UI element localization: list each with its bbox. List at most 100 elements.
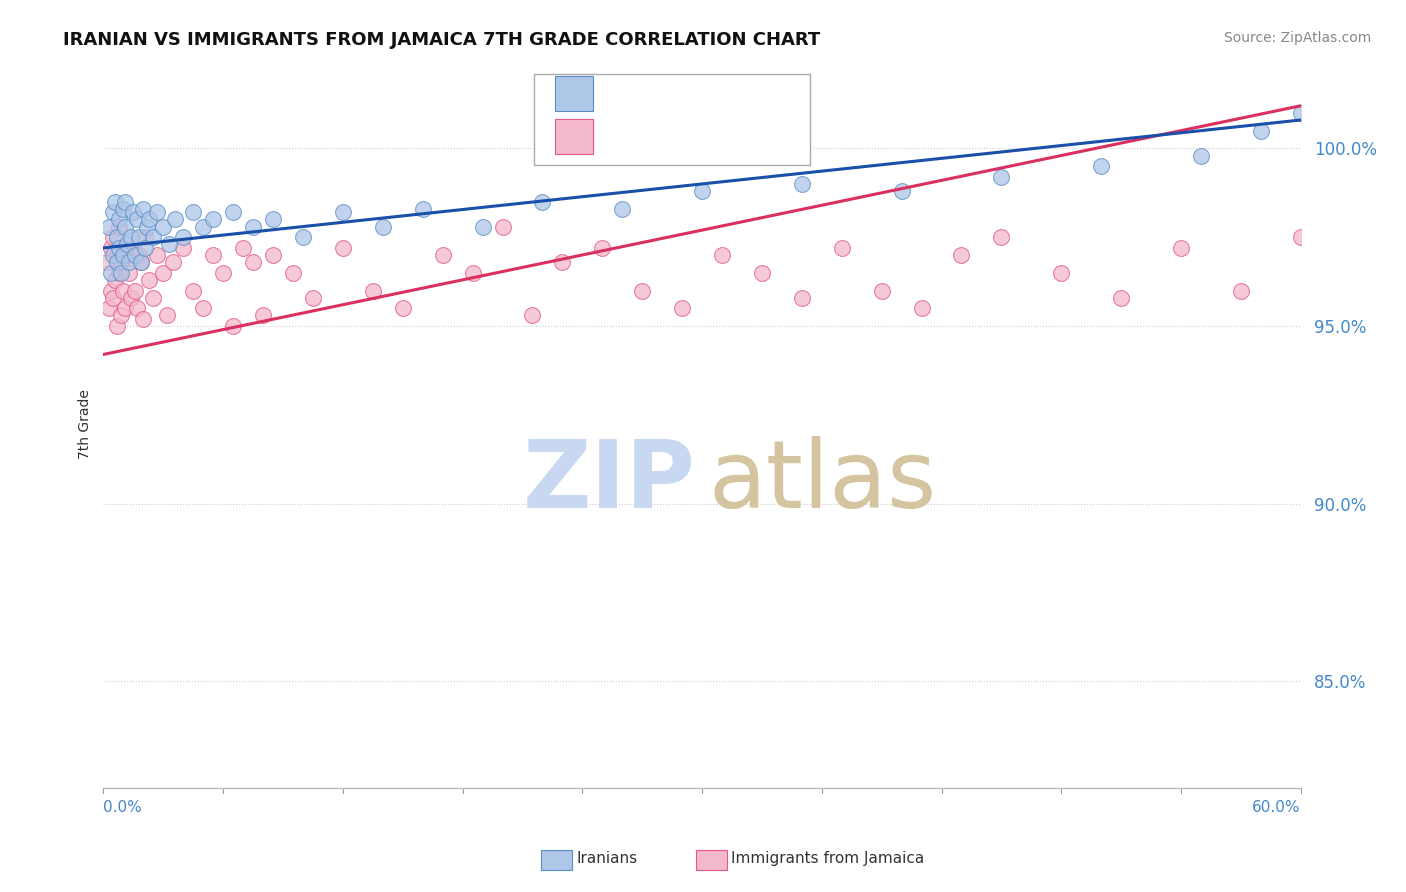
FancyBboxPatch shape bbox=[534, 74, 810, 165]
Point bbox=[831, 241, 853, 255]
Point bbox=[491, 219, 513, 234]
Point bbox=[103, 205, 125, 219]
Point bbox=[114, 194, 136, 209]
FancyBboxPatch shape bbox=[555, 77, 593, 112]
Point bbox=[105, 319, 128, 334]
Point bbox=[112, 202, 135, 216]
Point bbox=[98, 219, 121, 234]
Point bbox=[146, 248, 169, 262]
Point bbox=[172, 230, 194, 244]
Point bbox=[1090, 159, 1112, 173]
Point bbox=[990, 230, 1012, 244]
Point bbox=[152, 219, 174, 234]
Point bbox=[108, 241, 131, 255]
Point bbox=[262, 212, 284, 227]
Point bbox=[96, 255, 118, 269]
Point bbox=[1109, 291, 1132, 305]
Point bbox=[591, 241, 613, 255]
Point bbox=[222, 205, 245, 219]
Point bbox=[181, 284, 204, 298]
Point bbox=[471, 219, 494, 234]
Point bbox=[112, 241, 135, 255]
Point bbox=[1230, 284, 1253, 298]
Point bbox=[612, 202, 634, 216]
Point bbox=[162, 255, 184, 269]
Point bbox=[146, 205, 169, 219]
Point bbox=[114, 219, 136, 234]
Point bbox=[262, 248, 284, 262]
Point bbox=[671, 301, 693, 316]
Point bbox=[212, 266, 235, 280]
Point bbox=[152, 266, 174, 280]
Point bbox=[103, 291, 125, 305]
Point bbox=[910, 301, 932, 316]
Point bbox=[222, 319, 245, 334]
Point bbox=[103, 248, 125, 262]
Point bbox=[361, 284, 384, 298]
Point bbox=[134, 241, 156, 255]
Point bbox=[118, 266, 141, 280]
Point bbox=[142, 230, 165, 244]
Point bbox=[112, 284, 135, 298]
Point bbox=[1289, 230, 1312, 244]
Point bbox=[165, 212, 187, 227]
Point bbox=[132, 202, 155, 216]
Y-axis label: 7th Grade: 7th Grade bbox=[79, 389, 93, 458]
Point bbox=[1170, 241, 1192, 255]
Point bbox=[124, 248, 146, 262]
Text: ZIP: ZIP bbox=[523, 436, 696, 528]
Point bbox=[138, 273, 160, 287]
Point bbox=[129, 255, 152, 269]
Point bbox=[690, 184, 713, 198]
Point bbox=[118, 255, 141, 269]
Point bbox=[122, 241, 145, 255]
Point bbox=[129, 255, 152, 269]
Point bbox=[127, 212, 149, 227]
Point bbox=[142, 291, 165, 305]
Point bbox=[191, 219, 214, 234]
Point bbox=[551, 255, 574, 269]
Point bbox=[950, 248, 973, 262]
Point bbox=[105, 255, 128, 269]
Point bbox=[242, 219, 264, 234]
Point bbox=[98, 301, 121, 316]
Text: 60.0%: 60.0% bbox=[1253, 800, 1301, 815]
Point bbox=[112, 248, 135, 262]
Point bbox=[232, 241, 254, 255]
Point bbox=[117, 237, 139, 252]
Point bbox=[100, 266, 122, 280]
Point bbox=[202, 248, 225, 262]
Point bbox=[104, 273, 127, 287]
Point bbox=[128, 230, 150, 244]
Point bbox=[281, 266, 304, 280]
Point bbox=[332, 241, 354, 255]
Point bbox=[432, 248, 454, 262]
Point bbox=[202, 212, 225, 227]
Point bbox=[870, 284, 893, 298]
Point bbox=[120, 291, 142, 305]
Point bbox=[522, 309, 544, 323]
Point bbox=[302, 291, 325, 305]
Point bbox=[1250, 123, 1272, 137]
Point bbox=[631, 284, 654, 298]
Text: IRANIAN VS IMMIGRANTS FROM JAMAICA 7TH GRADE CORRELATION CHART: IRANIAN VS IMMIGRANTS FROM JAMAICA 7TH G… bbox=[63, 31, 821, 49]
Point bbox=[191, 301, 214, 316]
Text: R = 0.295   N = 95: R = 0.295 N = 95 bbox=[603, 127, 787, 145]
Point bbox=[124, 284, 146, 298]
Text: Iranians: Iranians bbox=[576, 851, 637, 865]
Point bbox=[104, 194, 127, 209]
Point bbox=[136, 219, 159, 234]
Point bbox=[110, 255, 132, 269]
Text: Source: ZipAtlas.com: Source: ZipAtlas.com bbox=[1223, 31, 1371, 45]
Point bbox=[108, 219, 131, 234]
Point bbox=[1050, 266, 1073, 280]
Point bbox=[120, 230, 142, 244]
Point bbox=[172, 241, 194, 255]
Point bbox=[110, 309, 132, 323]
Point bbox=[127, 301, 149, 316]
Point bbox=[108, 212, 131, 227]
FancyBboxPatch shape bbox=[555, 119, 593, 153]
Point bbox=[156, 309, 179, 323]
Point bbox=[128, 248, 150, 262]
Point bbox=[1189, 148, 1212, 162]
